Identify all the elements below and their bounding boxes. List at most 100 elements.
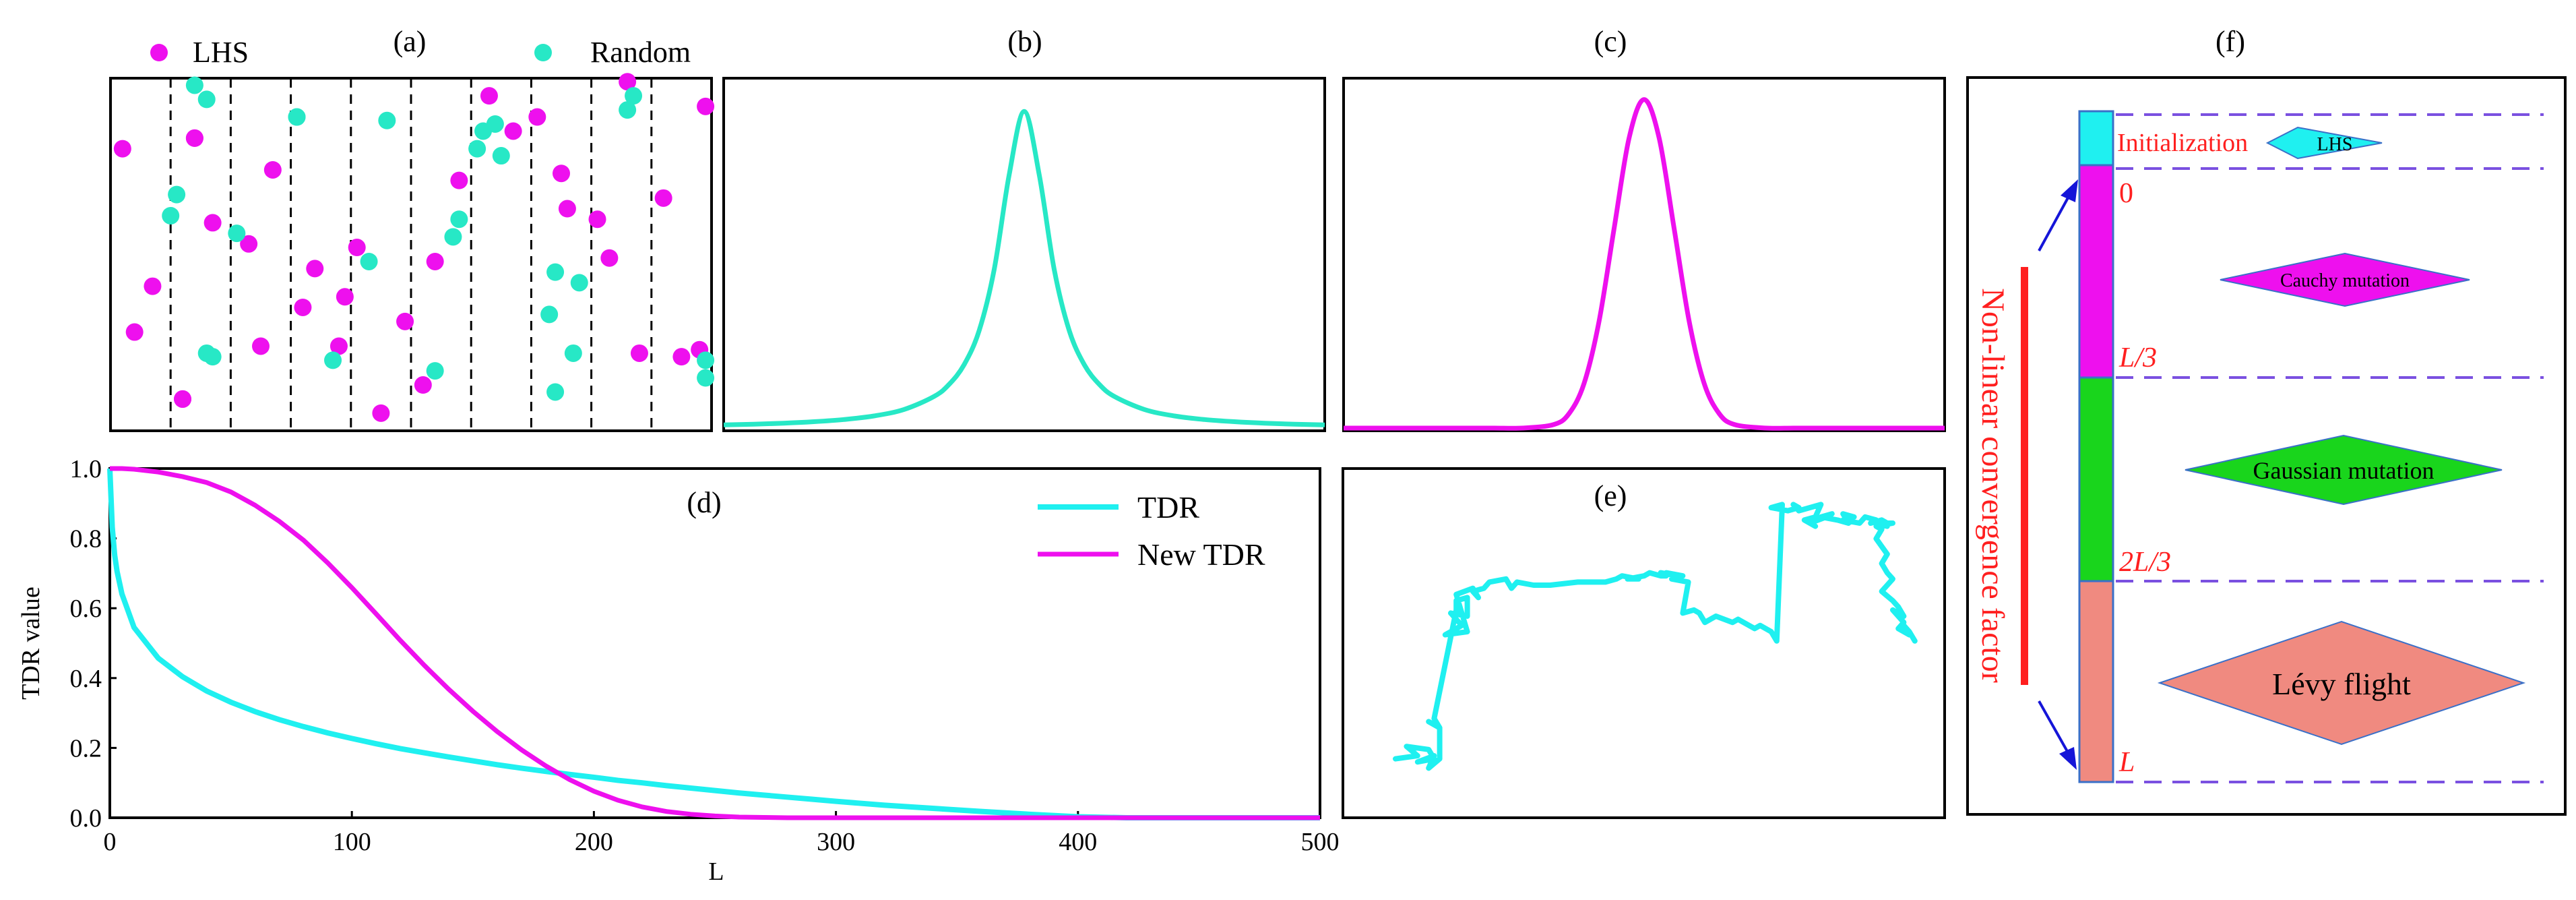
- y-tick-label: 0.4: [70, 665, 102, 693]
- lhs-point: [588, 210, 606, 229]
- panel-d-legend: TDR New TDR: [1038, 490, 1265, 572]
- x-tick-label: 100: [333, 828, 371, 856]
- lhs-point: [672, 348, 691, 366]
- x-axis-label: L: [708, 858, 724, 886]
- lhs-diamond-label: LHS: [2317, 134, 2353, 155]
- tdr-curve: [107, 468, 1320, 820]
- arrow-down-head: [2059, 747, 2077, 770]
- lhs-point: [252, 337, 270, 355]
- random-point: [486, 115, 504, 133]
- convergence-arrows: [2038, 179, 2078, 770]
- x-tick-label: 0: [104, 828, 117, 856]
- x-tick-label: 200: [575, 828, 613, 856]
- lhs-point: [348, 239, 366, 257]
- random-point: [564, 344, 582, 362]
- lhs-point: [336, 288, 354, 306]
- lhs-diamond: [2265, 126, 2383, 160]
- legend-label-random: Random: [590, 36, 691, 69]
- gaussian-diamond: [2185, 434, 2503, 506]
- panel-b: (b): [722, 25, 1326, 432]
- lhs-point: [697, 97, 715, 115]
- lhs-point: [372, 404, 390, 422]
- lhs-point: [174, 390, 192, 408]
- boundary-label-l3: L/3: [2118, 342, 2157, 373]
- panel-f: (f) Initialization 0 L/3 2L/3 L LHS Cauc…: [1966, 25, 2567, 816]
- panel-c: (c): [1342, 25, 1946, 432]
- random-point: [450, 210, 468, 229]
- legend-label-tdr: TDR: [1137, 490, 1199, 524]
- panel-e: (e): [1342, 467, 1946, 819]
- y-tick-label: 0.6: [70, 595, 102, 623]
- random-point: [426, 362, 444, 380]
- gaussian-diamond-label: Gaussian mutation: [2253, 457, 2434, 484]
- random-point: [540, 305, 559, 324]
- lhs-point: [450, 171, 468, 189]
- lhs-point: [558, 200, 576, 218]
- x-tick-label: 300: [817, 828, 855, 856]
- levy-diamond: [2157, 620, 2526, 746]
- panel-a: LHS Random (a): [109, 25, 715, 432]
- lhs-point: [263, 160, 282, 179]
- random-point: [570, 274, 588, 292]
- legend-marker-random: [534, 44, 552, 61]
- lhs-point: [553, 164, 570, 183]
- panel-b-frame: [722, 77, 1326, 432]
- panel-a-strata-lines: [169, 78, 653, 431]
- y-tick-label: 1.0: [70, 455, 102, 483]
- random-point: [288, 108, 306, 126]
- random-point: [625, 87, 643, 105]
- convergence-bar: [2021, 267, 2028, 685]
- random-point: [197, 90, 216, 109]
- panel-e-title: (e): [1594, 479, 1627, 512]
- legend-marker-lhs: [150, 44, 168, 61]
- levy-diamond-label: Lévy flight: [2272, 667, 2411, 701]
- random-point: [168, 185, 186, 204]
- random-point: [468, 140, 486, 158]
- lhs-point: [396, 312, 414, 330]
- x-tick-label: 500: [1301, 828, 1340, 856]
- stage-bar-initialization: [2078, 110, 2114, 167]
- y-tick-label: 0.2: [70, 734, 102, 762]
- y-axis-label: TDR value: [17, 587, 45, 700]
- stage-boundaries: [2116, 113, 2544, 783]
- lhs-point: [426, 252, 444, 270]
- random-point: [185, 76, 203, 94]
- panel-f-title: (f): [2216, 25, 2245, 58]
- random-point: [228, 224, 246, 243]
- arrow-up-line: [2038, 193, 2071, 251]
- panel-d: (d) 0 100 200 300 400 500 0.0 0.2 0.4 0.6 0.8 1.0 T…: [17, 455, 1340, 886]
- cauchy-diamond: [2220, 252, 2470, 307]
- legend-label-new-tdr: New TDR: [1137, 537, 1265, 572]
- random-point: [546, 383, 565, 401]
- lhs-point: [144, 277, 162, 295]
- lhs-point: [113, 140, 131, 158]
- random-point: [492, 147, 510, 165]
- random-point: [360, 252, 378, 270]
- panel-c-title: (c): [1594, 25, 1627, 58]
- panel-c-frame: [1342, 77, 1946, 432]
- lhs-point: [654, 189, 672, 207]
- stage-bar-cauchy: [2078, 164, 2114, 379]
- panel-e-frame: [1342, 467, 1946, 819]
- lhs-point: [480, 87, 498, 105]
- legend-label-lhs: LHS: [193, 36, 249, 69]
- y-tick-label: 0.0: [70, 804, 102, 833]
- lhs-point: [504, 122, 522, 140]
- lhs-point: [619, 73, 637, 91]
- cauchy-curve: [723, 109, 1325, 427]
- lhs-point: [306, 260, 324, 278]
- stage-bar-gaussian: [2078, 376, 2114, 582]
- cauchy-diamond-label: Cauchy mutation: [2280, 270, 2410, 291]
- lhs-point: [203, 214, 222, 232]
- panel-d-title: (d): [687, 486, 721, 519]
- lhs-point: [414, 376, 432, 394]
- y-tick-label: 0.8: [70, 525, 102, 553]
- lhs-point: [185, 129, 203, 147]
- random-point: [619, 101, 637, 119]
- panel-a-legend: LHS Random: [150, 36, 691, 69]
- random-point: [162, 206, 180, 224]
- x-tick-label: 400: [1059, 828, 1097, 856]
- lhs-point: [329, 337, 348, 355]
- boundary-label-0: 0: [2119, 178, 2133, 209]
